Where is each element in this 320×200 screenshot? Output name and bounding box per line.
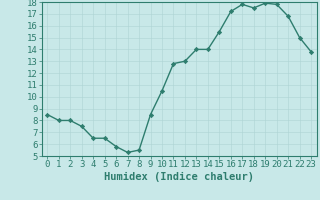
X-axis label: Humidex (Indice chaleur): Humidex (Indice chaleur) [104,172,254,182]
